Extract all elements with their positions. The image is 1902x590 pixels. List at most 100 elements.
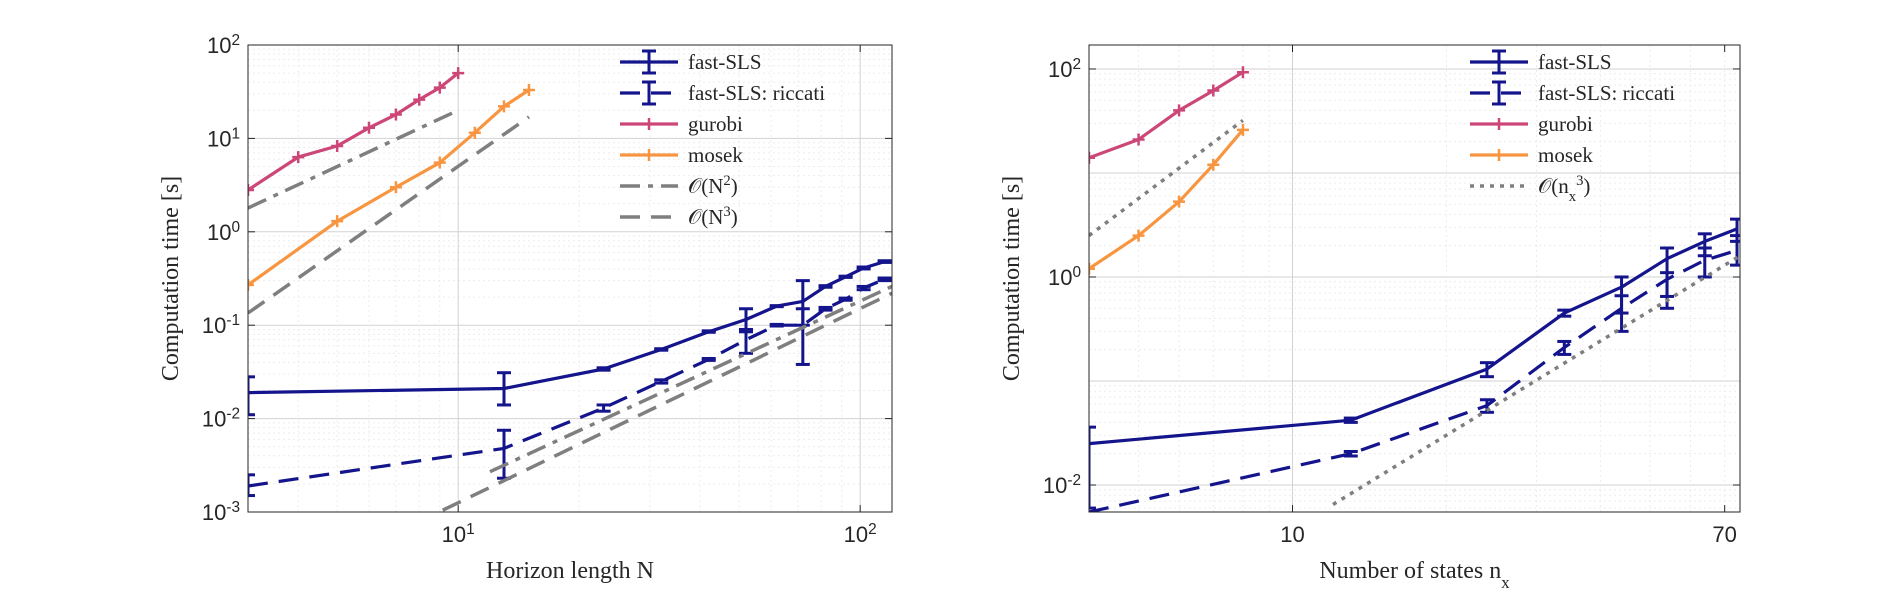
grid bbox=[247, 44, 892, 513]
legend-label: 𝒪(N2) bbox=[688, 173, 738, 198]
legend-label-base: 𝒪(n bbox=[1538, 174, 1569, 198]
series-gurobi bbox=[248, 67, 465, 197]
legend-label-base: fast-SLS: riccati bbox=[688, 81, 825, 105]
error-bar bbox=[1697, 246, 1712, 279]
legend-label-sup: 3 bbox=[1576, 173, 1583, 189]
error-bar bbox=[877, 259, 892, 264]
legend-item: fast-SLS: riccati bbox=[620, 80, 825, 106]
data-point-marker bbox=[1132, 133, 1145, 146]
legend-item: mosek bbox=[1470, 143, 1593, 167]
series-line bbox=[1089, 248, 1738, 512]
y-tick-label-base: 10 bbox=[202, 500, 226, 525]
y-axis-title: Computation time [s] bbox=[999, 176, 1025, 381]
error-bar bbox=[1343, 449, 1358, 458]
data-point-marker bbox=[1089, 262, 1095, 275]
series-fast-sls-riccati bbox=[248, 276, 892, 498]
legend-label-base: mosek bbox=[1538, 143, 1593, 167]
y-tick-label-sup: -1 bbox=[226, 312, 240, 329]
data-point-marker bbox=[292, 151, 305, 164]
legend-item: gurobi bbox=[1470, 112, 1593, 136]
y-tick-label: 100 bbox=[207, 218, 240, 245]
series-gurobi bbox=[1089, 66, 1249, 164]
error-bar bbox=[769, 322, 784, 328]
data-point-marker bbox=[433, 81, 446, 94]
error-bar bbox=[1479, 361, 1494, 379]
plot-area bbox=[248, 45, 892, 512]
legend: fast-SLS fast-SLS: riccati gurobi mosek 𝒪(nx… bbox=[1470, 49, 1675, 205]
legend-label: mosek bbox=[1538, 143, 1593, 167]
error-bar bbox=[838, 296, 853, 302]
legend-label: fast-SLS: riccati bbox=[688, 81, 825, 105]
data-point-marker bbox=[413, 93, 426, 106]
legend-label-base: ) bbox=[731, 174, 738, 198]
legend-item: fast-SLS bbox=[1470, 49, 1612, 75]
error-bar bbox=[795, 307, 810, 366]
series-line bbox=[1089, 227, 1738, 446]
axes-frame bbox=[1088, 44, 1741, 513]
legend-plus-marker bbox=[643, 149, 655, 161]
legend-label: fast-SLS bbox=[1538, 50, 1612, 74]
y-tick-label: 10-3 bbox=[202, 499, 240, 526]
legend-item: gurobi bbox=[620, 112, 743, 136]
legend-label: gurobi bbox=[688, 112, 743, 136]
y-tick-label-base: 10 bbox=[1043, 473, 1067, 498]
x-tick-label-sup: 1 bbox=[466, 521, 475, 538]
x-tick-label-base: 10 bbox=[844, 522, 868, 547]
y-axis-title-base: Computation time [s] bbox=[158, 176, 184, 381]
y-axis-title: Computation time [s] bbox=[158, 176, 184, 381]
legend-label: gurobi bbox=[1538, 112, 1593, 136]
legend: fast-SLS fast-SLS: riccati gurobi mosek 𝒪(N2… bbox=[620, 49, 825, 229]
x-tick-label: 101 bbox=[442, 521, 475, 548]
data-point-marker bbox=[522, 83, 535, 96]
error-bar bbox=[248, 375, 255, 417]
data-point-marker bbox=[1236, 66, 1249, 79]
y-tick-label: 100 bbox=[1048, 263, 1081, 290]
error-bar bbox=[1730, 234, 1740, 267]
error-bar bbox=[739, 327, 754, 355]
y-tick-label-sup: 0 bbox=[1072, 263, 1081, 280]
series-o-n-2- bbox=[248, 108, 459, 210]
legend-label-base: ) bbox=[731, 205, 738, 229]
y-tick-label-sup: 1 bbox=[231, 125, 240, 142]
legend-label-base: fast-SLS bbox=[1538, 50, 1612, 74]
error-bar bbox=[1557, 339, 1572, 356]
y-tick-label-base: 10 bbox=[1048, 265, 1072, 290]
data-point-marker bbox=[497, 100, 510, 113]
data-point-marker bbox=[331, 215, 344, 228]
x-tick-label: 102 bbox=[844, 521, 877, 548]
y-tick-label-base: 10 bbox=[207, 220, 231, 245]
x-tick-label: 10 bbox=[1280, 522, 1304, 547]
series-line bbox=[434, 291, 892, 512]
legend-label-base: fast-SLS: riccati bbox=[1538, 81, 1675, 105]
error-bar bbox=[654, 378, 669, 385]
error-bar bbox=[838, 274, 853, 279]
legend-plus-marker bbox=[1493, 149, 1505, 161]
error-bar bbox=[596, 403, 611, 413]
error-bar bbox=[769, 304, 784, 309]
legend-label-base: gurobi bbox=[688, 112, 743, 136]
series-o-n-x-3- bbox=[1089, 118, 1244, 238]
x-tick-label-base: 70 bbox=[1712, 522, 1736, 547]
data-point-marker bbox=[248, 184, 254, 197]
legend-item: mosek bbox=[620, 143, 743, 167]
error-bar bbox=[248, 473, 255, 498]
data-point-marker bbox=[389, 181, 402, 194]
series-o-n-2-low bbox=[489, 284, 892, 474]
legend-item: 𝒪(N2) bbox=[620, 173, 738, 198]
x-axis-title-base: Number of states n bbox=[1319, 558, 1501, 584]
data-point-marker bbox=[433, 156, 446, 169]
error-bar bbox=[1557, 308, 1572, 318]
data-point-marker bbox=[468, 126, 481, 139]
legend-label: mosek bbox=[688, 143, 743, 167]
data-point-marker bbox=[452, 67, 465, 80]
legend-label-base: gurobi bbox=[1538, 112, 1593, 136]
legend-item: fast-SLS bbox=[620, 49, 762, 75]
error-bar bbox=[856, 265, 871, 271]
y-tick-label-sup: 2 bbox=[231, 32, 240, 49]
plot-area bbox=[1089, 45, 1740, 512]
series-line bbox=[489, 284, 892, 474]
error-bar bbox=[818, 305, 833, 312]
legend-label: 𝒪(N3) bbox=[688, 204, 738, 229]
